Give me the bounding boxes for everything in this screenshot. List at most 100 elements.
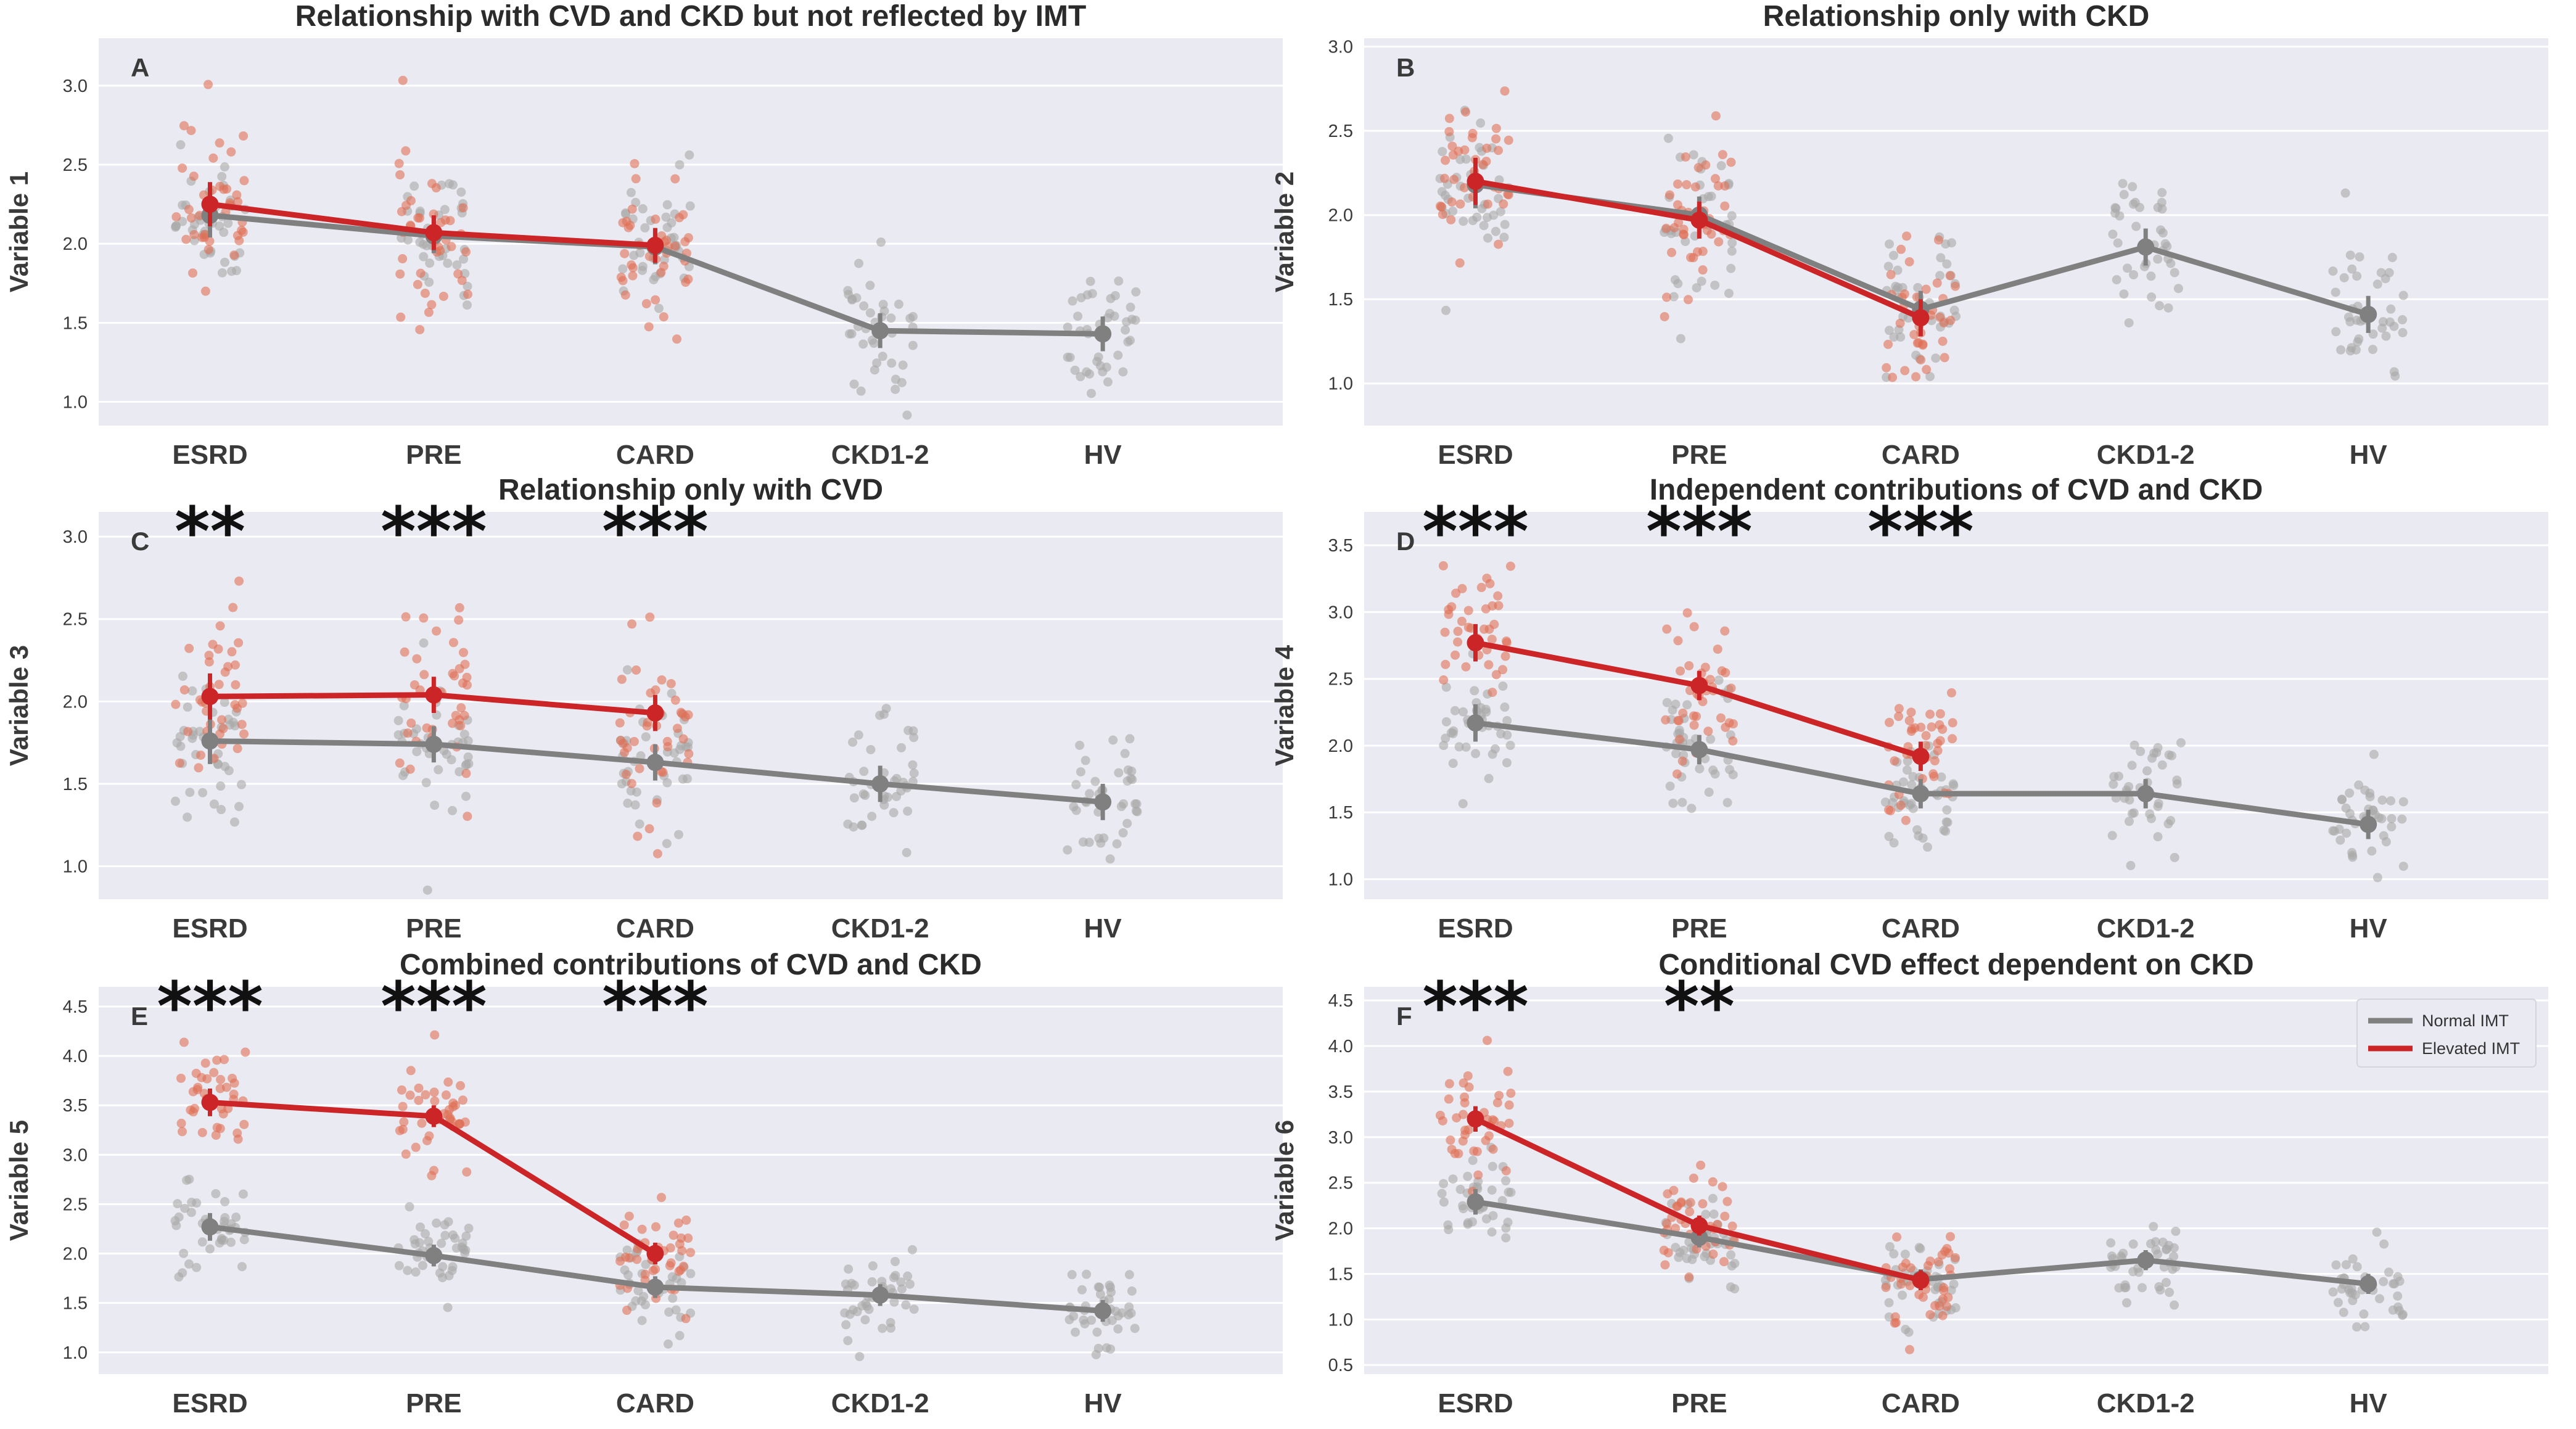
data-point: [1661, 223, 1671, 233]
data-point: [443, 1217, 453, 1227]
data-point: [1726, 683, 1736, 693]
data-point: [239, 729, 249, 739]
data-point: [662, 223, 672, 233]
mean-marker: [1690, 1217, 1708, 1235]
data-point: [1935, 709, 1945, 719]
data-point: [397, 207, 406, 216]
data-point: [212, 1122, 222, 1132]
x-tick-label: CKD1-2: [831, 913, 929, 944]
data-point: [420, 289, 430, 299]
data-point: [205, 1244, 215, 1254]
y-tick-label: 2.0: [1328, 206, 1353, 226]
data-point: [1130, 315, 1140, 325]
data-point: [1488, 1115, 1498, 1125]
data-point: [2339, 1308, 2348, 1317]
data-point: [852, 293, 862, 303]
data-point: [179, 1248, 189, 1258]
data-point: [2146, 271, 2156, 281]
data-point: [230, 660, 240, 670]
data-point: [1453, 627, 1463, 636]
data-point: [1500, 651, 1510, 661]
data-point: [1463, 1219, 1473, 1229]
y-axis-label: Variable 2: [1270, 171, 1299, 292]
data-point: [1714, 237, 1724, 247]
data-point: [2124, 817, 2134, 826]
data-point: [1697, 276, 1706, 286]
data-point: [419, 638, 429, 648]
data-point: [1904, 1345, 1914, 1354]
data-point: [188, 268, 198, 278]
data-point: [409, 680, 419, 690]
data-point: [2379, 1239, 2389, 1249]
data-point: [1484, 660, 1494, 670]
data-point: [1888, 797, 1898, 807]
data-point: [174, 1272, 184, 1282]
data-point: [234, 802, 244, 812]
data-point: [2154, 1282, 2164, 1291]
data-point: [2354, 334, 2364, 344]
data-point: [1471, 749, 1481, 759]
data-point: [2136, 746, 2146, 756]
x-tick-label: CARD: [616, 913, 694, 944]
data-point: [2372, 1227, 2382, 1237]
panel-e: 1.0 1.5 2.0 2.5 3.0 3.5 4.0 4.5 Combined contrib…: [4, 949, 1283, 1419]
data-point: [1077, 1285, 1087, 1295]
data-point: [671, 1305, 681, 1315]
data-point: [1708, 1177, 1718, 1187]
significance-stars: ***: [157, 967, 263, 1046]
data-point: [215, 138, 224, 148]
data-point: [439, 746, 449, 756]
data-point: [2386, 304, 2396, 314]
data-point: [1906, 1263, 1916, 1273]
data-point: [641, 732, 651, 742]
data-point: [645, 612, 655, 622]
x-tick-label: ESRD: [1438, 913, 1513, 944]
data-point: [859, 767, 869, 776]
data-point: [412, 747, 422, 757]
data-point: [1718, 150, 1727, 160]
data-point: [1494, 175, 1504, 185]
data-point: [2118, 179, 2128, 189]
data-point: [460, 659, 470, 669]
data-point: [445, 1113, 455, 1123]
data-point: [1901, 815, 1911, 825]
data-point: [890, 1256, 900, 1266]
data-point: [1093, 1343, 1103, 1353]
data-point: [618, 264, 628, 274]
data-point: [451, 710, 461, 720]
data-point: [1885, 806, 1895, 816]
data-point: [859, 301, 869, 311]
data-point: [1891, 281, 1901, 291]
data-point: [2121, 1298, 2131, 1308]
scatter-points: [170, 576, 1142, 895]
data-point: [629, 736, 639, 746]
data-point: [1898, 777, 1908, 787]
data-point: [1885, 239, 1895, 249]
data-point: [670, 174, 680, 184]
data-point: [677, 1246, 687, 1256]
data-point: [171, 699, 181, 709]
data-point: [1713, 181, 1723, 191]
data-point: [2355, 252, 2364, 262]
data-point: [909, 1304, 919, 1314]
data-point: [2112, 275, 2121, 285]
data-point: [204, 651, 214, 661]
data-point: [179, 121, 189, 131]
data-point: [1438, 210, 1447, 220]
data-point: [2127, 760, 2137, 770]
data-point: [2341, 803, 2351, 813]
data-point: [220, 667, 230, 677]
data-point: [627, 204, 637, 214]
data-point: [1944, 1264, 1954, 1274]
data-point: [2110, 208, 2120, 218]
mean-marker: [1912, 309, 1930, 327]
data-point: [227, 647, 237, 657]
data-point: [2157, 760, 2167, 770]
data-point: [635, 819, 644, 829]
data-point: [1449, 175, 1459, 184]
data-point: [2119, 189, 2129, 199]
data-point: [1720, 1211, 1730, 1221]
data-point: [216, 1074, 226, 1084]
data-point: [1441, 717, 1451, 727]
data-point: [2384, 1267, 2393, 1277]
